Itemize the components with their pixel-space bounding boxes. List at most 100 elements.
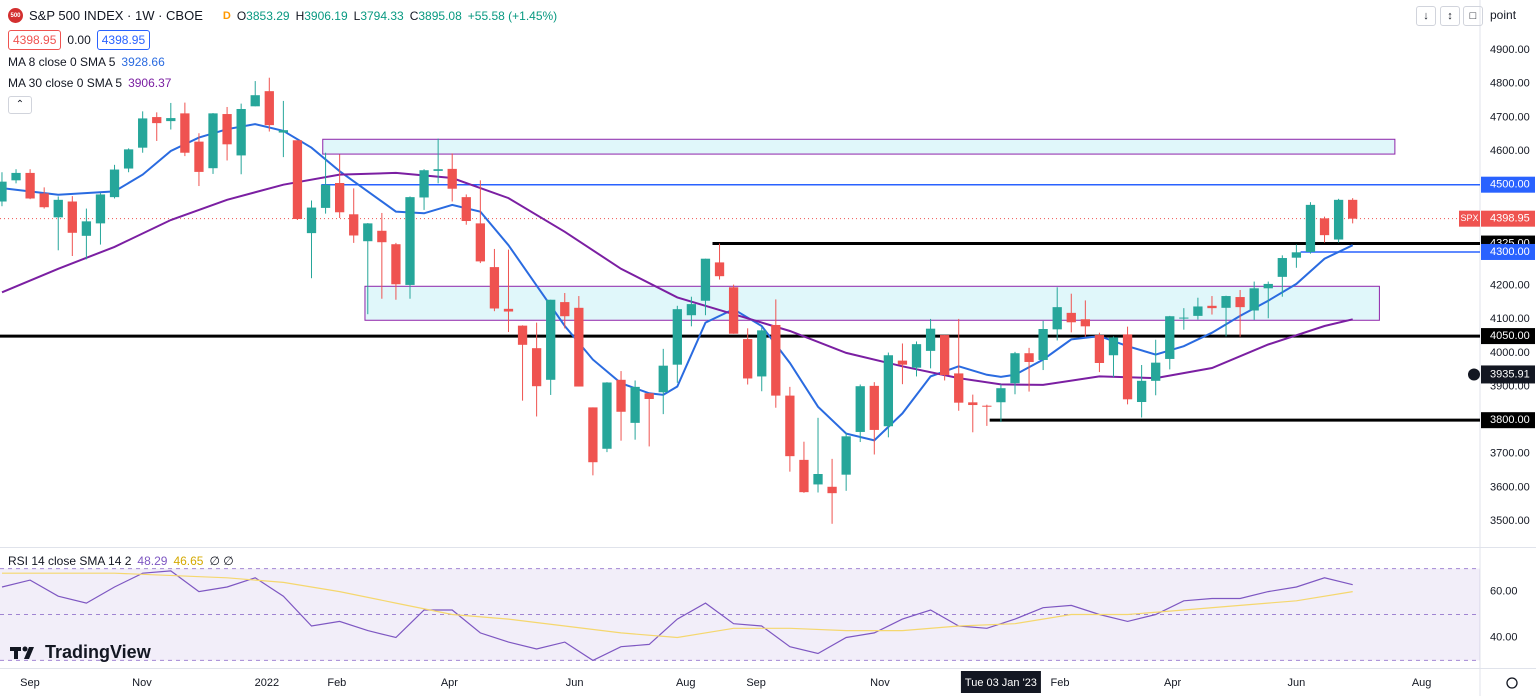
x-tick-label: Sep	[746, 677, 766, 689]
candle-body	[1221, 296, 1231, 308]
y-tick-label: 4700.00	[1490, 111, 1530, 123]
y-tick-label: 3500.00	[1490, 515, 1530, 527]
candle-body	[1277, 258, 1287, 277]
candle-body	[503, 308, 514, 312]
crosshair-price-label: 3935.91	[1490, 368, 1530, 380]
toolbar-button[interactable]: ↓	[1416, 6, 1436, 26]
candle-body	[588, 407, 598, 463]
candle-body	[1094, 335, 1105, 363]
candle-body	[278, 130, 289, 133]
level-price-label: 4500.00	[1490, 179, 1530, 191]
rsi-sma-value: 46.65	[173, 554, 204, 568]
scale-mode[interactable]: point	[1490, 8, 1517, 22]
candle-body	[39, 193, 49, 208]
collapse-row: ⌃	[8, 96, 32, 114]
level-price-label: 3800.00	[1490, 414, 1530, 426]
ma-name: MA 8 close 0 SMA 5	[8, 55, 116, 69]
zone	[322, 138, 1396, 155]
delay-badge: D	[222, 9, 231, 22]
y-tick-label: 4800.00	[1490, 78, 1530, 90]
crosshair-date-label: Tue 03 Jan '23	[965, 677, 1037, 689]
x-tick-label: Feb	[327, 677, 346, 689]
rsi-legend: RSI 14 close SMA 14 2 48.29 46.65 ∅ ∅	[8, 554, 234, 568]
candle-body	[560, 302, 570, 317]
candle-body	[1179, 317, 1189, 319]
candle-body	[996, 388, 1006, 403]
candle-body	[166, 118, 176, 122]
toolbar-button[interactable]: □	[1463, 6, 1483, 26]
candle-body	[123, 149, 134, 169]
candle-body	[897, 360, 908, 365]
candle-body	[264, 91, 274, 126]
x-tick-label: Nov	[870, 677, 890, 689]
y-tick-label: 4000.00	[1490, 347, 1530, 359]
ma-legend: MA 8 close 0 SMA 5 3928.66	[8, 55, 165, 69]
collapse-button[interactable]: ⌃	[8, 96, 32, 114]
symbol-logo: 500	[8, 8, 23, 23]
y-tick-label: 4100.00	[1490, 313, 1530, 325]
x-tick-label: Apr	[441, 677, 458, 689]
candle-body	[855, 386, 865, 432]
candle-body	[1066, 312, 1076, 323]
level-price-box	[1481, 176, 1535, 193]
candle-body	[531, 348, 542, 387]
candle-body	[672, 309, 682, 365]
x-tick-label: 2022	[255, 677, 279, 689]
y-tick-label: 3600.00	[1490, 481, 1530, 493]
x-tick-label: Nov	[132, 677, 152, 689]
candle-body	[743, 339, 753, 379]
symbol-legend: 500 S&P 500 INDEX · 1W · CBOE D O 3853.29…	[8, 8, 557, 23]
candle-body	[1319, 218, 1330, 236]
candle-body	[1193, 306, 1203, 316]
candle-body	[461, 197, 471, 222]
candle-body	[1052, 307, 1062, 330]
ohlc-key: C	[409, 8, 419, 23]
candle-body	[1024, 353, 1034, 362]
candle-body	[785, 395, 795, 457]
candle-body	[658, 365, 668, 393]
change: +55.58 (+1.45%)	[467, 8, 558, 23]
candle-body	[827, 486, 837, 494]
candle-body	[138, 118, 148, 148]
settings-icon[interactable]	[1506, 677, 1518, 689]
x-tick-label: Feb	[1051, 677, 1070, 689]
y-tick-label: 4900.00	[1490, 44, 1530, 56]
candle-body	[335, 183, 345, 213]
x-tick-label: Jun	[566, 677, 584, 689]
candle-body	[644, 393, 654, 399]
x-tick-label: Jun	[1288, 677, 1306, 689]
candle-body	[363, 223, 373, 242]
candle-body	[1010, 353, 1020, 384]
y-tick-label: 4200.00	[1490, 280, 1530, 292]
candle-body	[95, 194, 106, 224]
level-price-label: 4050.00	[1490, 330, 1530, 342]
toolbar-button[interactable]: ↕	[1440, 6, 1460, 26]
ask[interactable]: 4398.95	[96, 30, 151, 50]
candle-body	[1333, 199, 1344, 240]
candle-body	[194, 141, 204, 172]
candle-body	[911, 344, 922, 368]
candle-body	[1038, 329, 1048, 360]
last-price-box	[1481, 210, 1535, 227]
candle-body	[954, 373, 964, 403]
ma-legend: MA 30 close 0 SMA 5 3906.37	[8, 76, 171, 90]
symbol-name[interactable]: S&P 500 INDEX · 1W · CBOE	[29, 8, 203, 23]
candle-body	[152, 117, 162, 124]
ohlc-key: L	[353, 8, 361, 23]
candle-body	[1108, 337, 1119, 356]
candle-body	[883, 355, 894, 427]
candle-body	[517, 325, 528, 345]
candle-body	[67, 201, 77, 233]
last-price-name: SPX	[1460, 213, 1478, 223]
level-price-label: 4300.00	[1490, 246, 1530, 258]
candle-body	[728, 287, 739, 334]
bid[interactable]: 4398.95	[8, 30, 62, 50]
candle-body	[419, 170, 429, 198]
candle-body	[602, 382, 612, 449]
x-tick-label: Sep	[20, 677, 40, 689]
candle-body	[616, 379, 626, 412]
candle-body	[25, 172, 35, 199]
candle-body	[1305, 204, 1316, 252]
watermark: TradingView	[10, 642, 151, 663]
